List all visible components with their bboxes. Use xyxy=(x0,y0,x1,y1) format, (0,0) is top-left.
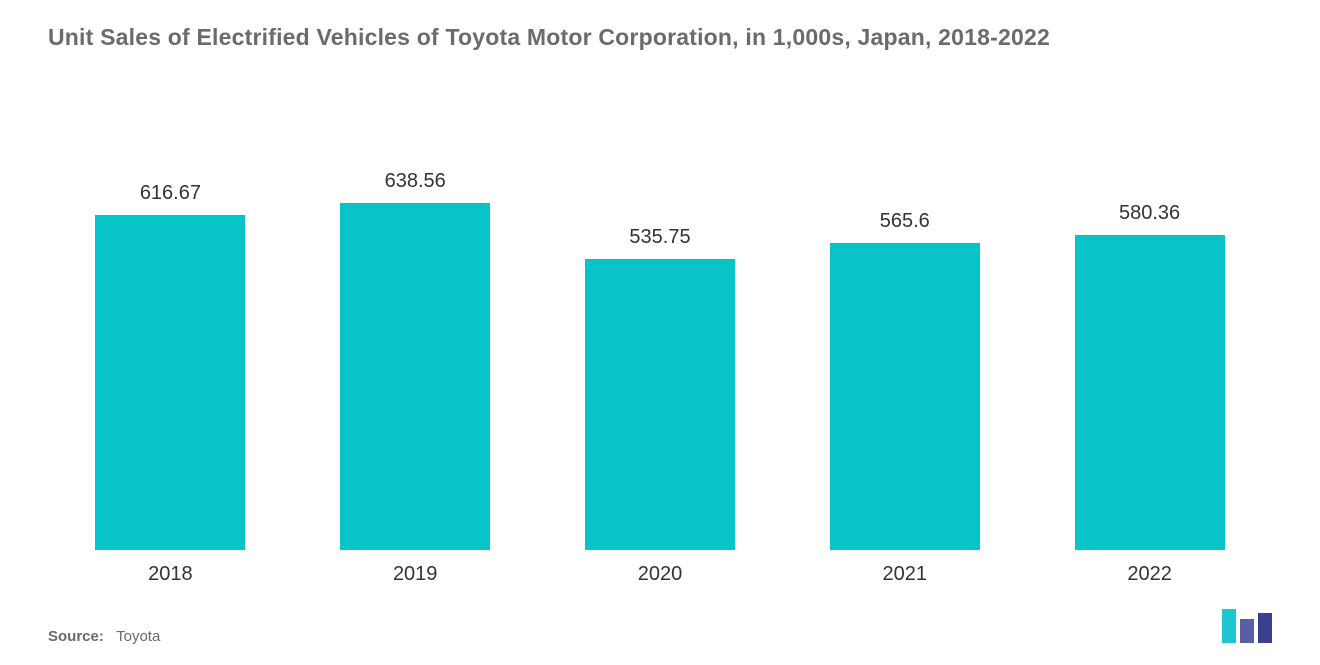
bar xyxy=(95,215,245,550)
xaxis-label: 2021 xyxy=(782,563,1027,586)
bars-row: 616.67 638.56 535.75 565.6 580.36 xyxy=(48,123,1272,551)
bar xyxy=(1075,235,1225,550)
source-line: Source: Toyota xyxy=(48,628,1272,645)
bar xyxy=(340,203,490,550)
bar-group: 580.36 xyxy=(1027,202,1272,550)
source-value: Toyota xyxy=(116,628,160,645)
chart-title: Unit Sales of Electrified Vehicles of To… xyxy=(48,24,1272,51)
brand-logo xyxy=(1222,609,1272,643)
logo-bar-icon xyxy=(1222,609,1236,643)
bar-value-label: 535.75 xyxy=(629,226,690,249)
bar-value-label: 565.6 xyxy=(880,210,930,233)
xaxis-row: 20182019202020212022 xyxy=(48,563,1272,586)
chart-container: Unit Sales of Electrified Vehicles of To… xyxy=(0,0,1320,665)
xaxis-label: 2022 xyxy=(1027,563,1272,586)
bar-value-label: 638.56 xyxy=(385,170,446,193)
bar xyxy=(830,243,980,550)
xaxis-label: 2018 xyxy=(48,563,293,586)
bar xyxy=(585,259,735,550)
logo-bar-icon xyxy=(1258,613,1272,643)
plot-area: 616.67638.56535.75565.6580.36 2018201920… xyxy=(48,123,1272,586)
xaxis-label: 2019 xyxy=(293,563,538,586)
bar-value-label: 580.36 xyxy=(1119,202,1180,225)
bar-group: 638.56 xyxy=(293,170,538,550)
bar-group: 616.67 xyxy=(48,182,293,550)
bar-group: 565.6 xyxy=(782,210,1027,550)
bar-value-label: 616.67 xyxy=(140,182,201,205)
xaxis-label: 2020 xyxy=(538,563,783,586)
bar-group: 535.75 xyxy=(538,226,783,550)
logo-bar-icon xyxy=(1240,619,1254,643)
source-label: Source: xyxy=(48,628,104,645)
